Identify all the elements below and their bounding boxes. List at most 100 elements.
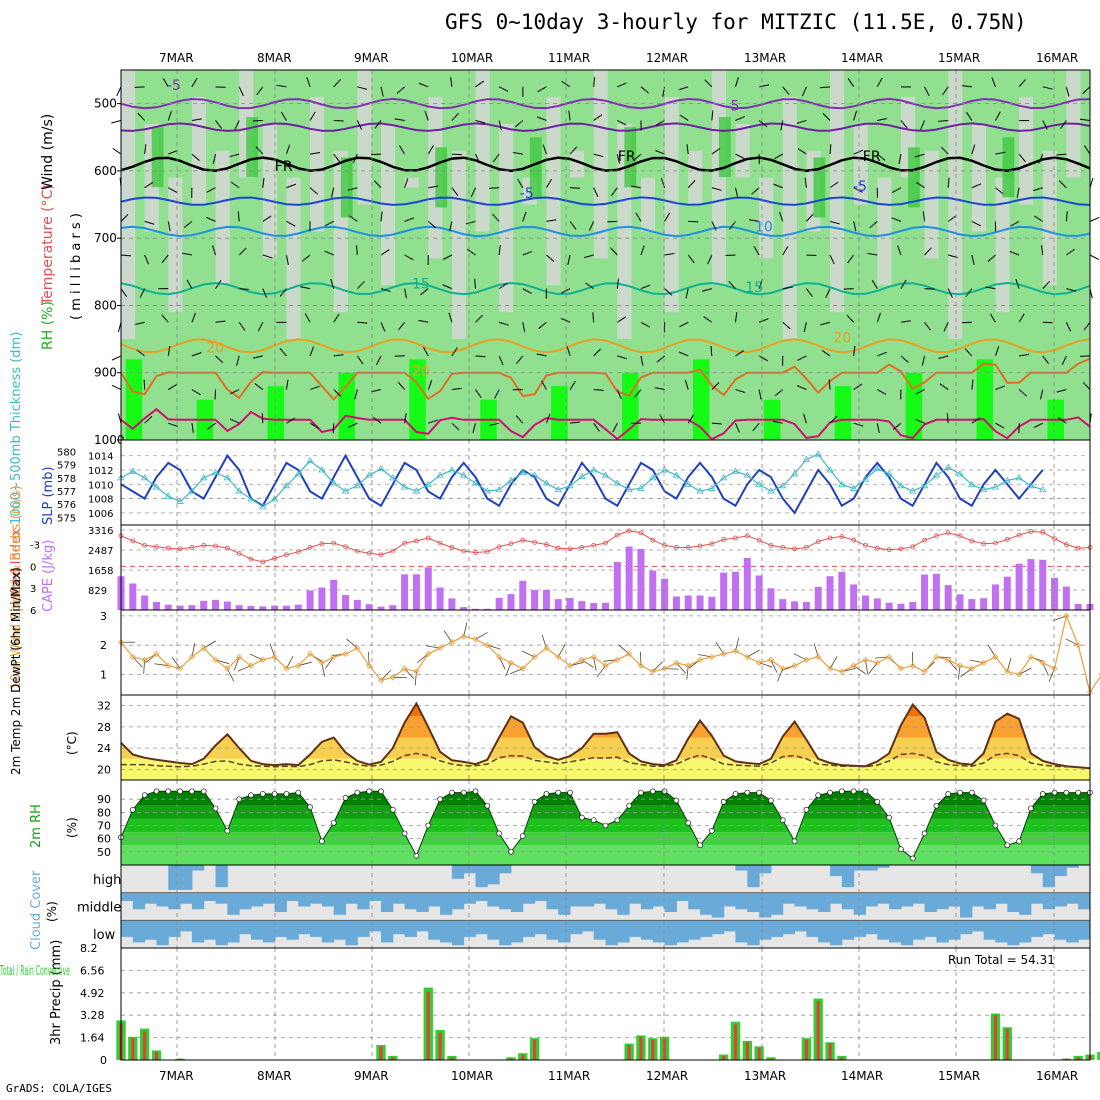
isotherm-line bbox=[120, 407, 1091, 441]
li-marker bbox=[768, 542, 774, 548]
y-tick-label: 50 bbox=[97, 846, 111, 859]
thickness-marker bbox=[353, 482, 362, 489]
thickness-marker bbox=[814, 450, 822, 457]
rh-marker bbox=[437, 796, 443, 802]
ylabel: 1000~500mb Thickness (dm) bbox=[9, 332, 24, 525]
li-marker bbox=[354, 548, 360, 554]
cloud-bar-middle bbox=[132, 892, 146, 910]
wind-barb bbox=[946, 413, 949, 424]
wind-barb bbox=[560, 288, 571, 294]
cloud-bar-low bbox=[983, 920, 996, 940]
cape-bar bbox=[956, 594, 964, 610]
cloud-bar-middle bbox=[700, 892, 713, 915]
wind-barb bbox=[758, 389, 762, 400]
ylabel-part: ( m i l l i b a r s ) bbox=[69, 213, 84, 320]
rh-marker bbox=[590, 817, 597, 824]
cloud-bar-high bbox=[735, 865, 748, 871]
wind-barb bbox=[300, 286, 311, 290]
chart-title: GFS 0~10day 3-hourly for MITZIC (11.5E, … bbox=[445, 10, 1027, 34]
cloud-bar-low bbox=[404, 920, 417, 937]
rh-marker bbox=[212, 805, 219, 812]
rh-dry-band bbox=[286, 177, 301, 340]
cloud-bar-low bbox=[428, 920, 441, 940]
precip-convective-bar bbox=[745, 1042, 749, 1060]
rh-marker bbox=[921, 830, 928, 837]
cloud-bar-middle bbox=[475, 892, 488, 901]
wind-barb-10m bbox=[443, 630, 453, 643]
thickness-marker bbox=[649, 474, 657, 481]
wind-barb bbox=[330, 187, 335, 198]
y-tick-label: 90 bbox=[97, 793, 111, 806]
wind-barb bbox=[1018, 78, 1027, 88]
li-marker bbox=[567, 546, 573, 552]
wind-barb bbox=[492, 153, 500, 163]
wind-barb bbox=[822, 113, 831, 121]
wind-barb bbox=[704, 79, 713, 88]
cloud-bar-middle bbox=[652, 892, 666, 907]
y-tick-label: 500 bbox=[94, 97, 117, 111]
rh-moist-patch bbox=[246, 117, 259, 178]
thickness-marker bbox=[424, 480, 432, 487]
cloud-bar-low bbox=[215, 920, 228, 946]
cloud-bar-middle bbox=[770, 892, 784, 915]
cloud-bar-low bbox=[664, 920, 677, 946]
wind-barb bbox=[772, 420, 783, 424]
rh-dry-band bbox=[853, 123, 868, 205]
y-tick-label: 579 bbox=[57, 461, 76, 472]
wind-barb-10m bbox=[171, 656, 181, 669]
cloud-bar-high bbox=[865, 865, 878, 871]
cloud-bar-middle bbox=[416, 892, 429, 913]
cape-bar bbox=[850, 584, 858, 610]
thickness-marker bbox=[601, 471, 610, 478]
wind-speed-marker bbox=[874, 659, 881, 666]
cloud-bar-middle bbox=[711, 892, 725, 918]
thickness-marker bbox=[755, 480, 763, 487]
wind-barb bbox=[537, 86, 547, 93]
wind-barb bbox=[181, 252, 192, 256]
wind-barb bbox=[635, 212, 642, 222]
wind-barb bbox=[394, 118, 405, 121]
isotherm-label: 15 bbox=[745, 280, 763, 296]
wind-barb bbox=[921, 355, 926, 366]
thickness-marker bbox=[176, 497, 184, 504]
cloud-bar-middle bbox=[877, 892, 890, 904]
cloud-bar-low bbox=[948, 920, 961, 940]
wind-barb bbox=[796, 119, 807, 124]
wind-barb bbox=[304, 313, 311, 323]
rh-marker bbox=[898, 846, 904, 853]
wind-speed-marker bbox=[779, 665, 786, 672]
wind-barb bbox=[442, 284, 453, 290]
cloud-bar-low bbox=[121, 920, 134, 937]
wind-barb bbox=[427, 220, 437, 229]
rh-marker bbox=[366, 788, 372, 795]
wind-speed-marker bbox=[744, 653, 751, 660]
cloud-ylabel2: (%) bbox=[45, 901, 59, 922]
wind-barb bbox=[711, 110, 714, 121]
wind-barb bbox=[971, 220, 981, 227]
cape-bar bbox=[389, 605, 397, 610]
cloud-bar-middle bbox=[1042, 892, 1056, 910]
wind-barb bbox=[617, 355, 628, 360]
precip-convective-bar bbox=[426, 991, 430, 1060]
cloud-bar-middle bbox=[333, 892, 347, 915]
cloud-bar-middle bbox=[900, 892, 914, 907]
li-marker bbox=[803, 545, 809, 550]
cloud-ylabel: Cloud Cover bbox=[29, 870, 44, 950]
wind-barb bbox=[333, 119, 344, 122]
cape-bar bbox=[318, 587, 326, 610]
cloud-bar-high bbox=[747, 865, 760, 888]
li-marker bbox=[366, 550, 372, 556]
wind-barb bbox=[1033, 422, 1043, 429]
y-tick-label: 32 bbox=[97, 700, 111, 713]
li-marker bbox=[165, 545, 171, 551]
wind-barb bbox=[995, 111, 1001, 121]
wind-barb bbox=[516, 355, 524, 364]
thickness-marker bbox=[861, 475, 870, 482]
wind-barb bbox=[162, 77, 169, 88]
wind-barb bbox=[843, 288, 854, 290]
cloud-bar-low bbox=[333, 920, 347, 940]
wind-barb bbox=[427, 145, 434, 155]
wind-barb-10m bbox=[618, 644, 630, 655]
rh-marker bbox=[189, 788, 195, 795]
date-label-bottom: 15MAR bbox=[938, 1069, 980, 1083]
